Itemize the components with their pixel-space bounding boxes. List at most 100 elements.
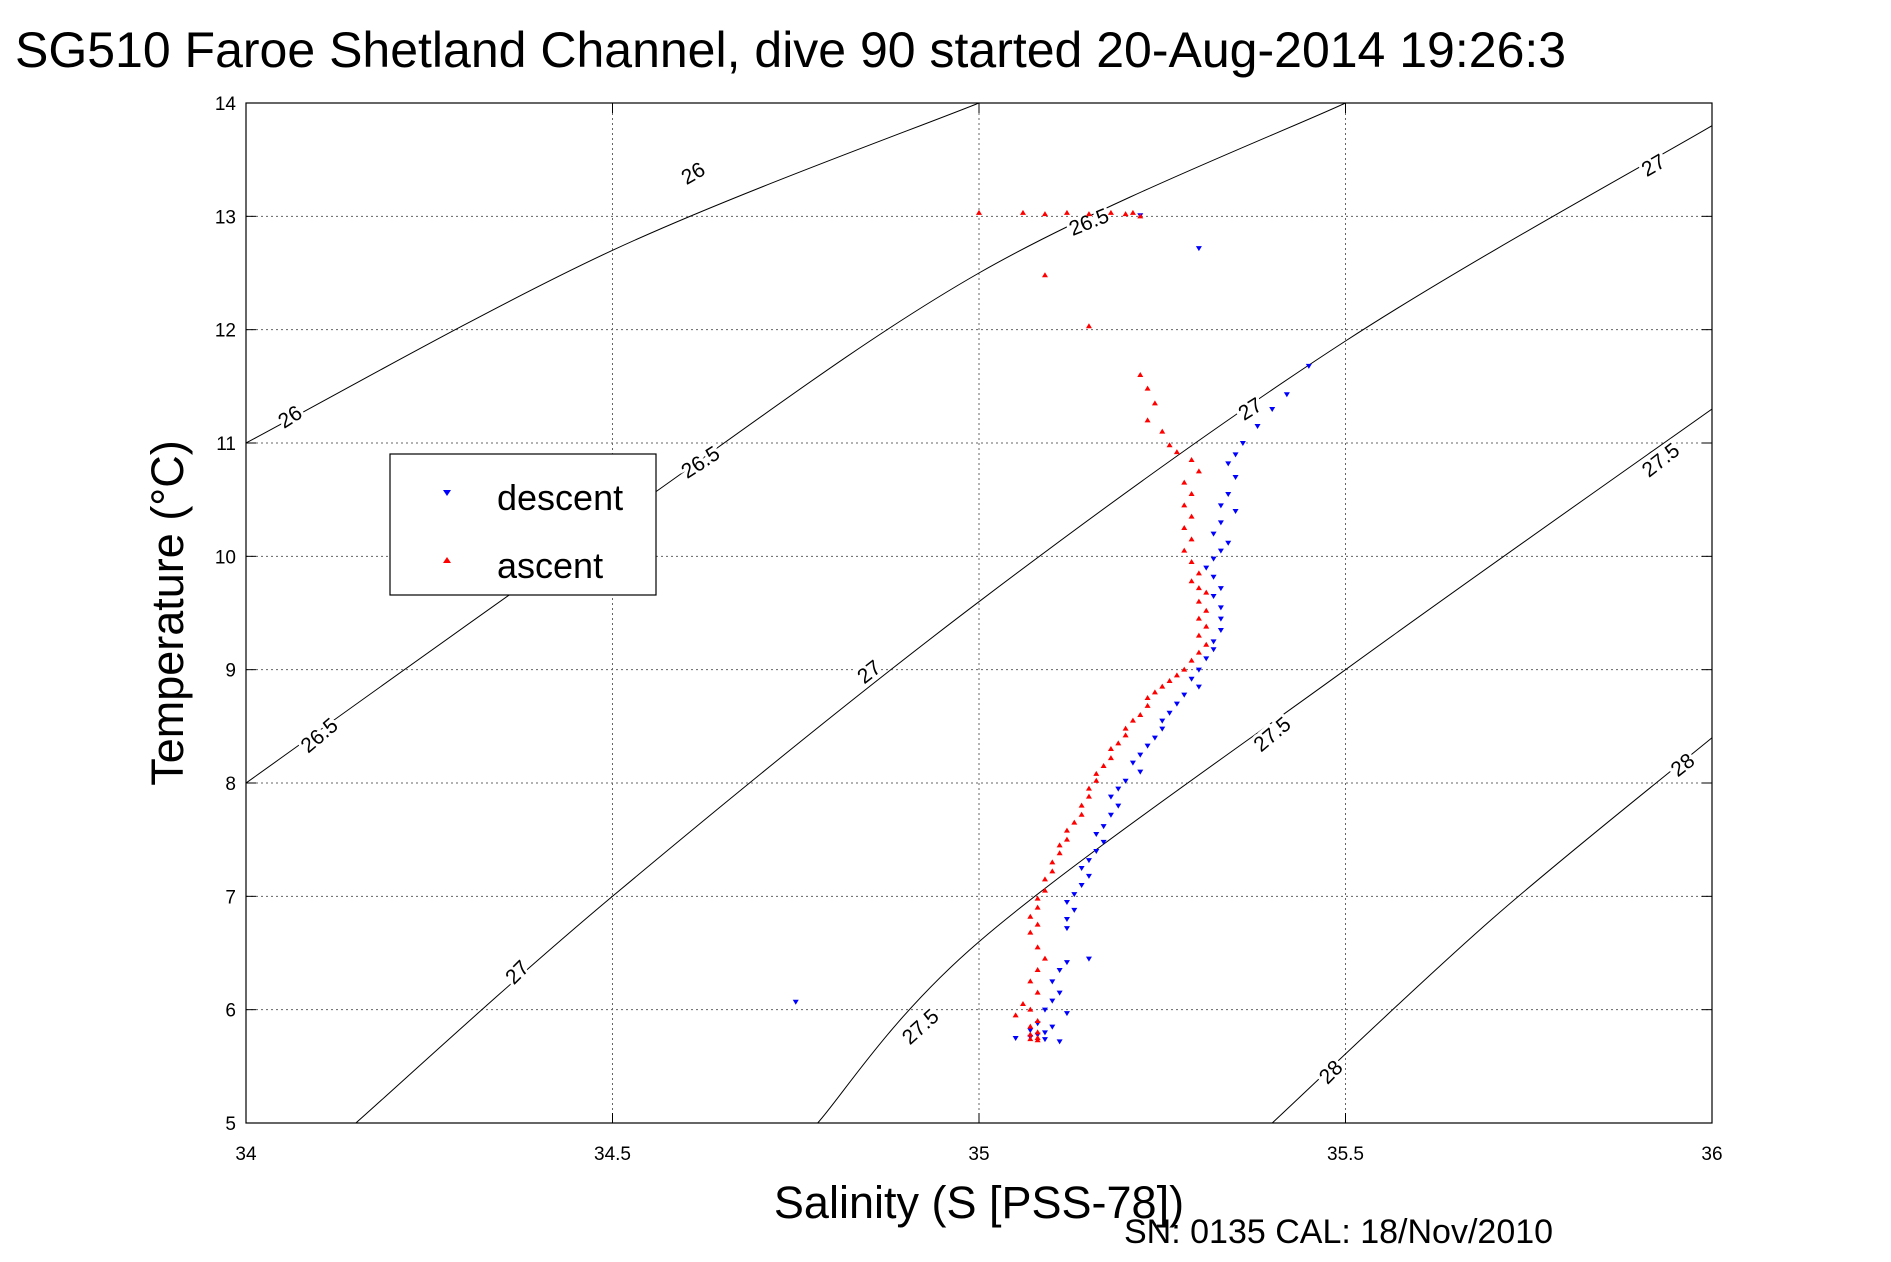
ascent-point — [1203, 623, 1210, 629]
descent-point — [1137, 752, 1144, 758]
ascent-point — [1041, 211, 1048, 217]
isopycnal-28 — [1271, 737, 1712, 1123]
ascent-point — [1203, 607, 1210, 613]
ascent-point — [1085, 211, 1092, 217]
ascent-point — [1129, 717, 1136, 723]
x-axis-label: Salinity (S [PSS-78]) — [774, 1177, 1184, 1228]
ascent-point — [1027, 1023, 1034, 1029]
descent-point — [1195, 684, 1202, 690]
ascent-point — [1159, 428, 1166, 434]
ascent-point — [1122, 211, 1129, 217]
descent-point — [1283, 392, 1290, 398]
ascent-point — [1188, 457, 1195, 462]
x-tick-label: 35 — [968, 1144, 989, 1165]
ascent-point — [1027, 1006, 1034, 1012]
descent-point — [1254, 424, 1261, 429]
ascent-point — [1063, 827, 1070, 833]
y-tick-label: 12 — [215, 321, 236, 342]
descent-point — [1085, 956, 1092, 962]
ascent-point — [1173, 449, 1180, 455]
descent-point — [1107, 812, 1114, 818]
descent-point — [1203, 565, 1210, 571]
descent-point — [1122, 778, 1129, 784]
y-tick-label: 9 — [225, 661, 236, 682]
descent-point — [1100, 839, 1107, 845]
ascent-point — [1085, 785, 1092, 791]
x-tick-label: 34 — [235, 1144, 257, 1165]
ascent-point — [1151, 689, 1158, 695]
descent-point — [1239, 441, 1246, 446]
ascent-point — [1034, 967, 1041, 972]
ascent-point — [1063, 836, 1070, 842]
ascent-point — [1041, 876, 1048, 882]
ascent-point — [1144, 417, 1151, 423]
descent-point — [1217, 503, 1224, 509]
ascent-point — [1122, 725, 1129, 731]
ascent-point — [1137, 712, 1144, 717]
data-points — [792, 209, 1312, 1045]
legend-descent-marker-icon — [443, 490, 451, 496]
x-tick-label: 34.5 — [594, 1144, 631, 1165]
ascent-point — [1137, 213, 1144, 219]
ascent-point — [1195, 615, 1202, 621]
ascent-point — [1034, 1018, 1041, 1023]
y-tick-label: 6 — [225, 1001, 236, 1022]
ascent-point — [1188, 559, 1195, 564]
descent-point — [1129, 760, 1136, 766]
ascent-point — [1188, 513, 1195, 519]
ascent-point — [1137, 372, 1144, 377]
ascent-point — [1049, 859, 1056, 865]
descent-point — [1063, 1011, 1070, 1017]
legend-box — [389, 453, 657, 596]
ascent-point — [1034, 1029, 1041, 1035]
descent-point — [1181, 692, 1188, 698]
density-contours — [246, 103, 1712, 1123]
ascent-point — [1195, 570, 1202, 576]
legend: descent ascent — [389, 453, 657, 596]
descent-point — [1159, 718, 1166, 724]
ascent-point — [1107, 746, 1114, 751]
ascent-point — [1034, 944, 1041, 950]
y-tick-label: 5 — [225, 1114, 236, 1135]
ascent-point — [1195, 468, 1202, 474]
ascent-point — [1100, 763, 1107, 768]
chart-title: SG510 Faroe Shetland Channel, dive 90 st… — [15, 22, 1566, 78]
ascent-point — [1034, 1037, 1041, 1043]
ascent-point — [1063, 209, 1070, 215]
isopycnal-26 — [246, 103, 980, 444]
descent-point — [1063, 917, 1070, 922]
descent-point — [1049, 979, 1056, 985]
y-tick-label: 14 — [215, 94, 237, 115]
descent-point — [1071, 892, 1078, 898]
ascent-point — [1041, 887, 1048, 893]
ascent-point — [1056, 850, 1063, 856]
ascent-point — [1093, 777, 1100, 783]
descent-point — [792, 999, 799, 1005]
descent-point — [1063, 900, 1070, 905]
descent-point — [1217, 628, 1224, 633]
ascent-point — [1019, 209, 1026, 215]
ascent-point — [1034, 921, 1041, 927]
ascent-point — [1166, 442, 1173, 448]
ascent-point — [1107, 755, 1114, 761]
descent-point — [1305, 363, 1312, 369]
descent-point — [1217, 520, 1224, 526]
ascent-point — [1027, 1036, 1034, 1042]
y-tick-label: 11 — [216, 434, 236, 455]
descent-point — [1210, 639, 1217, 645]
descent-point — [1210, 574, 1217, 580]
descent-point — [1063, 926, 1070, 932]
ascent-point — [1078, 811, 1085, 817]
descent-point — [1217, 548, 1224, 554]
descent-point — [1225, 492, 1232, 497]
descent-point — [1166, 710, 1173, 716]
ascent-point — [1181, 502, 1188, 508]
y-tick-label: 13 — [215, 207, 236, 228]
ascent-point — [1144, 702, 1151, 708]
descent-point — [1210, 594, 1217, 599]
descent-point — [1232, 475, 1239, 480]
x-tick-labels: 34 34.5 35 35.5 36 — [235, 1144, 1722, 1165]
ascent-point — [1195, 598, 1202, 604]
ascent-point — [1049, 868, 1056, 874]
isopycnal-27 — [355, 125, 1712, 1123]
